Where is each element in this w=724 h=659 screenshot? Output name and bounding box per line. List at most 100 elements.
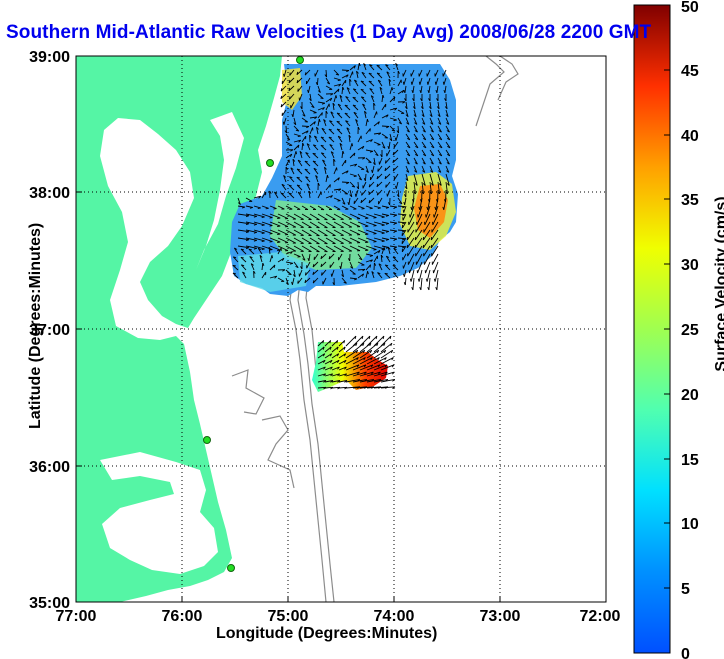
velocity-vector — [325, 175, 328, 183]
velocity-vector — [285, 237, 297, 244]
velocity-vector — [380, 378, 395, 383]
colorbar-tick-label: 35 — [681, 192, 699, 209]
velocity-vector — [413, 133, 419, 141]
velocity-vector-head — [306, 143, 310, 146]
velocity-vector — [437, 141, 443, 149]
velocity-vector-head — [438, 122, 442, 125]
velocity-vector — [344, 104, 351, 111]
velocity-vector-head — [288, 184, 292, 187]
velocity-vector-head — [315, 82, 318, 86]
velocity-vector — [317, 213, 328, 221]
velocity-vector-head — [305, 176, 309, 179]
velocity-vector — [402, 213, 407, 221]
velocity-vector — [341, 159, 347, 167]
velocity-vector-head — [261, 248, 265, 251]
velocity-vector-head — [407, 146, 411, 149]
velocity-vector-head — [335, 73, 339, 76]
velocity-vector — [380, 342, 393, 353]
velocity-vector-head — [384, 371, 388, 375]
velocity-vector — [405, 165, 410, 173]
velocity-vector — [417, 261, 423, 274]
velocity-vector-head — [362, 350, 366, 354]
colorbar-label: Surface Velocity (cm/s) — [713, 196, 724, 372]
velocity-vector-head — [427, 89, 430, 94]
velocity-vector-head — [381, 240, 385, 243]
velocity-vector-head — [381, 232, 385, 235]
velocity-vector — [357, 205, 365, 210]
colorbar-tick-label: 45 — [681, 63, 699, 80]
velocity-vector-head — [356, 186, 359, 190]
velocity-vector — [291, 277, 295, 285]
velocity-vector-head — [292, 274, 296, 278]
velocity-vector-head — [381, 224, 385, 227]
velocity-vector-head — [306, 130, 309, 134]
velocity-vector-head — [269, 217, 273, 219]
velocity-vector-head — [245, 223, 250, 226]
velocity-vector — [297, 159, 303, 167]
velocity-vector-head — [406, 170, 410, 173]
velocity-vector — [345, 96, 351, 103]
velocity-vector-head — [349, 194, 353, 198]
velocity-vector — [245, 245, 257, 249]
velocity-vector — [304, 277, 311, 284]
velocity-vector-head — [355, 119, 359, 122]
velocity-vector-head — [430, 154, 435, 157]
velocity-vector-head — [437, 114, 441, 118]
y-tick-label: 36:00 — [29, 459, 70, 476]
velocity-vector-head — [352, 273, 356, 275]
velocity-vector — [423, 253, 431, 265]
velocity-vector — [413, 117, 418, 125]
velocity-vector — [389, 205, 397, 208]
velocity-vector-head — [304, 168, 308, 171]
velocity-vector — [392, 149, 399, 156]
velocity-vector-head — [405, 178, 409, 182]
velocity-vector — [405, 157, 410, 165]
velocity-vector — [397, 245, 406, 248]
velocity-vector — [376, 181, 383, 188]
velocity-vector — [240, 248, 247, 255]
velocity-vector — [317, 237, 328, 245]
velocity-vector-head — [385, 215, 389, 217]
velocity-vector — [285, 153, 293, 159]
velocity-vector — [341, 205, 349, 210]
velocity-vector-head — [415, 146, 419, 149]
velocity-vector — [377, 79, 383, 87]
velocity-vector-head — [383, 350, 387, 354]
velocity-vector — [341, 221, 353, 228]
velocity-vector-head — [314, 116, 318, 120]
velocity-vector — [352, 364, 367, 371]
velocity-vector-head — [402, 81, 405, 85]
radar-station-marker — [266, 159, 274, 167]
velocity-vector — [365, 139, 373, 143]
velocity-vector-head — [383, 343, 386, 347]
velocity-vector-head — [395, 63, 399, 66]
colorbar-tick-label: 5 — [681, 581, 690, 598]
velocity-vector-head — [320, 263, 323, 267]
velocity-vector — [421, 181, 424, 194]
velocity-vector — [269, 229, 281, 235]
velocity-vector — [261, 205, 269, 209]
velocity-vector — [413, 181, 416, 194]
velocity-vector-head — [307, 89, 309, 93]
velocity-vector-head — [376, 72, 381, 75]
velocity-vector — [371, 165, 375, 173]
velocity-vector — [373, 213, 385, 218]
velocity-vector-head — [258, 195, 262, 199]
velocity-vector — [418, 269, 423, 282]
velocity-vector — [373, 364, 388, 371]
velocity-vector — [290, 101, 295, 109]
velocity-vector — [388, 141, 391, 149]
velocity-vector — [312, 277, 319, 284]
velocity-vector-head — [377, 272, 381, 275]
velocity-vector-head — [233, 256, 237, 259]
velocity-vector-head — [356, 70, 359, 74]
velocity-vector — [317, 93, 324, 99]
velocity-vector — [232, 264, 239, 271]
velocity-vector — [384, 165, 391, 172]
velocity-vector — [304, 168, 311, 175]
velocity-vector — [437, 149, 443, 157]
velocity-vector-head — [399, 202, 403, 205]
velocity-vector-head — [269, 249, 273, 251]
velocity-vector-head — [312, 280, 315, 284]
velocity-vector-head — [296, 168, 301, 171]
